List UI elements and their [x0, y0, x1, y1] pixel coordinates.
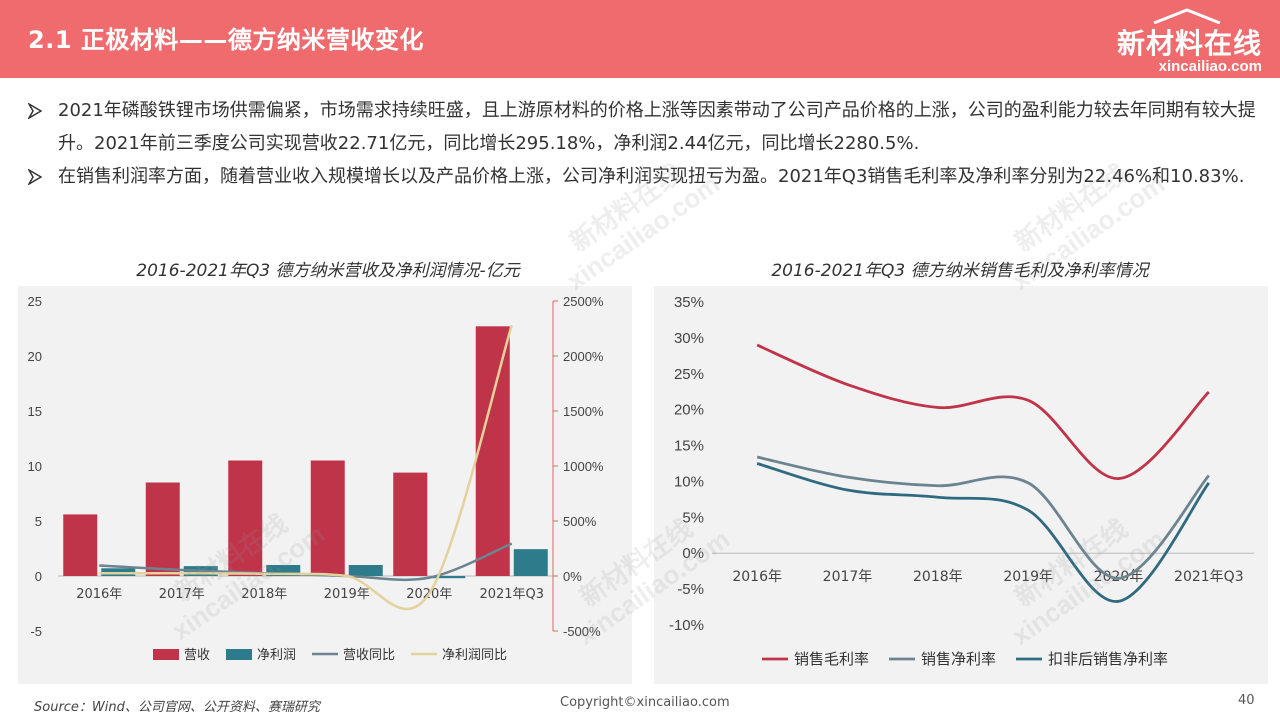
profit-yoy-line — [99, 324, 513, 611]
legend-label: 净利润 — [257, 648, 296, 663]
y2-tick-label: 2000% — [563, 349, 604, 364]
y-tick-label: 5% — [682, 509, 704, 526]
y-tick-label: 25% — [674, 366, 704, 383]
y2-tick-label: 1500% — [563, 404, 604, 419]
bullet-item: 2021年磷酸铁锂市场供需偏紧，市场需求持续旺盛，且上游原材料的价格上涨等因素带… — [28, 94, 1268, 160]
revenue-profit-chart-panel: 25 20 15 10 5 0 -5 2500% 2000% 1500% 1000% 500% 0% -5… — [18, 286, 632, 684]
y-tick-label: -10% — [669, 617, 704, 634]
y-tick-label: 10 — [28, 459, 42, 474]
page-title: 2.1 正极材料——德方纳米营收变化 — [28, 26, 424, 54]
y2-tick-label: -500% — [563, 624, 601, 639]
revenue-bar — [63, 514, 98, 576]
y-tick-label: 15% — [674, 438, 704, 455]
roof-icon — [1153, 8, 1221, 24]
bullet-text: 在销售利润率方面，随着营业收入规模增长以及产品价格上涨，公司净利润实现扭亏为盈。… — [58, 166, 1245, 187]
x-tick-label: 2021年Q3 — [1174, 569, 1244, 585]
legend-label: 销售净利率 — [921, 650, 996, 668]
right-chart-title: 2016-2021年Q3 德方纳米销售毛利及净利率情况 — [771, 261, 1149, 281]
y2-tick-label: 0% — [563, 569, 582, 584]
y2-tick-label: 1000% — [563, 459, 604, 474]
arrow-bullet-icon — [28, 169, 42, 185]
x-tick-label: 2017年 — [159, 587, 205, 602]
net-profit-bar — [431, 576, 466, 579]
x-tick-label: 2019年 — [1003, 569, 1053, 585]
net-profit-bar — [266, 565, 301, 576]
legend-swatch — [153, 649, 179, 660]
bullet-item: 在销售利润率方面，随着营业收入规模增长以及产品价格上涨，公司净利润实现扭亏为盈。… — [28, 160, 1268, 193]
y2-tick-label: 500% — [563, 514, 597, 529]
y2-tick-label: 2500% — [563, 294, 604, 309]
x-tick-label: 2018年 — [241, 587, 287, 602]
legend-label: 营收同比 — [343, 648, 395, 663]
y-tick-label: 20% — [674, 402, 704, 419]
y-tick-label: 15 — [28, 404, 42, 419]
legend-label: 净利润同比 — [442, 648, 507, 663]
x-tick-label: 2016年 — [732, 569, 782, 585]
y-tick-label: 0 — [35, 569, 42, 584]
header-bar: 2.1 正极材料——德方纳米营收变化 新材料在线 xincailiao.com — [0, 0, 1280, 78]
logo-sub-text: xincailiao.com — [1158, 58, 1262, 75]
y-tick-label: 0% — [682, 545, 704, 562]
revenue-bar — [475, 326, 510, 576]
net-profit-bar — [513, 549, 548, 576]
arrow-bullet-icon — [28, 103, 42, 119]
logo-main-text: 新材料在线 — [1116, 27, 1262, 60]
margin-chart: 35% 30% 25% 20% 15% 10% 5% 0% -5% -10% 2016年 2017年 2… — [669, 294, 1254, 668]
x-tick-label: 2021年Q3 — [479, 587, 544, 602]
bullet-text: 2021年磷酸铁锂市场供需偏紧，市场需求持续旺盛，且上游原材料的价格上涨等因素带… — [58, 100, 1256, 154]
y-tick-label: 25 — [28, 294, 42, 309]
x-tick-label: 2018年 — [913, 569, 963, 585]
legend-label: 销售毛利率 — [794, 650, 869, 668]
margin-chart-panel: 35% 30% 25% 20% 15% 10% 5% 0% -5% -10% 2016年 2017年 2… — [654, 286, 1268, 684]
x-tick-label: 2019年 — [324, 587, 370, 602]
revenue-bar — [393, 472, 428, 576]
revenue-bar — [145, 482, 180, 576]
copyright-note: Copyright©xincailiao.com — [560, 695, 730, 710]
deducted-net-margin-line — [756, 462, 1210, 603]
y-tick-label: 10% — [674, 473, 704, 490]
revenue-bar — [310, 460, 345, 576]
page-number: 40 — [1238, 693, 1255, 708]
y-tick-label: 5 — [35, 514, 42, 529]
x-tick-label: 2017年 — [823, 569, 873, 585]
revenue-bar — [228, 460, 263, 576]
legend-swatch — [226, 649, 252, 660]
brand-logo: 新材料在线 xincailiao.com — [1102, 8, 1262, 75]
y-tick-label: 20 — [28, 349, 42, 364]
y-tick-label: 35% — [674, 294, 704, 311]
legend-label: 扣非后销售净利率 — [1048, 650, 1168, 668]
bullet-list: 2021年磷酸铁锂市场供需偏紧，市场需求持续旺盛，且上游原材料的价格上涨等因素带… — [28, 94, 1268, 193]
net-margin-line — [756, 455, 1210, 580]
source-note: Source：Wind、公司官网、公开资料、赛瑞研究 — [34, 700, 320, 715]
y-tick-label: -5% — [677, 581, 704, 598]
y-tick-label: 30% — [674, 330, 704, 347]
left-chart-title: 2016-2021年Q3 德方纳米营收及净利润情况-亿元 — [136, 261, 520, 281]
x-tick-label: 2016年 — [76, 587, 122, 602]
y-tick-label: -5 — [30, 624, 42, 639]
gross-margin-line — [756, 343, 1210, 480]
legend-label: 营收 — [184, 648, 210, 663]
net-profit-bar — [348, 565, 383, 576]
revenue-profit-chart: 25 20 15 10 5 0 -5 2500% 2000% 1500% 1000% 500% 0% -5… — [28, 294, 604, 663]
